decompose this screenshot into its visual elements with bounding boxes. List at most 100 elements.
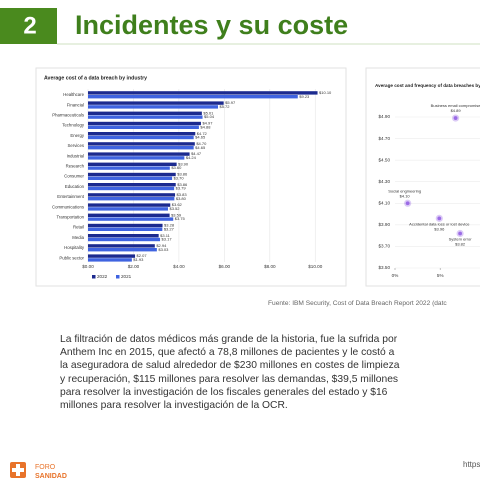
y-tick-label: $4.30 — [379, 179, 391, 184]
point — [453, 116, 458, 120]
value-label: $5.97 — [225, 100, 236, 105]
point-label: Social engineering — [388, 188, 421, 193]
point-label: Business email compromise — [431, 103, 480, 108]
value-label: $3.11 — [160, 233, 170, 238]
bar — [88, 248, 157, 252]
value-label: $3.96 — [434, 226, 445, 231]
bar — [88, 152, 190, 156]
value-label: $3.83 — [177, 192, 188, 197]
bar — [88, 197, 175, 201]
category-label: Public sector — [59, 255, 84, 260]
value-label: $3.79 — [176, 186, 187, 191]
bar — [88, 101, 224, 105]
x-tick-label: $2.00 — [128, 264, 140, 269]
value-label: $2.07 — [137, 253, 148, 258]
bar — [88, 135, 194, 140]
bar — [88, 105, 218, 109]
category-label: Energy — [70, 133, 84, 138]
x-tick-label: $10.00 — [308, 264, 322, 269]
value-label: $3.62 — [172, 202, 183, 207]
bar — [88, 172, 176, 177]
category-label: Services — [68, 143, 84, 148]
value-label: $9.23 — [299, 94, 310, 99]
value-label: $1.93 — [133, 257, 144, 262]
y-tick-label: $3.50 — [379, 265, 391, 270]
legend-swatch — [92, 275, 96, 279]
value-label: $3.28 — [164, 223, 175, 228]
category-label: Pharmaceuticals — [52, 113, 84, 118]
logo-text: SANIDAD — [35, 473, 67, 480]
value-label: $4.47 — [191, 151, 202, 156]
bar — [88, 186, 175, 191]
value-label: $4.88 — [200, 124, 211, 129]
point-label: System error — [449, 237, 473, 242]
bar — [88, 207, 168, 211]
bar — [88, 193, 176, 197]
bar — [88, 146, 194, 150]
link: https — [463, 460, 480, 469]
slide-title: Incidentes y su coste — [75, 10, 348, 40]
value-label: $3.82 — [455, 242, 466, 247]
logo-cross — [12, 468, 24, 472]
number-box — [0, 8, 57, 44]
logo — [10, 462, 26, 478]
bar — [88, 258, 132, 262]
y-tick-label: $4.10 — [379, 201, 391, 206]
category-label: Healthcare — [63, 92, 84, 97]
bar — [88, 183, 176, 187]
bar — [88, 237, 161, 242]
category-label: Research — [66, 164, 85, 169]
value-label: $3.60 — [171, 165, 182, 170]
bar — [88, 234, 159, 238]
chart-panel — [365, 67, 480, 287]
value-label: $3.70 — [174, 175, 185, 180]
value-label: $3.27 — [164, 226, 175, 231]
point-label: Accidental data loss or lost device — [409, 221, 470, 226]
x-tick-label: $6.00 — [219, 264, 231, 269]
chart-title: Average cost of a data breach by industr… — [44, 75, 147, 81]
value-label: $3.17 — [162, 237, 173, 242]
value-label: $3.03 — [158, 247, 169, 252]
category-label: Education — [65, 184, 85, 189]
category-label: Hospitality — [64, 245, 85, 250]
value-label: $5.04 — [204, 114, 215, 119]
x-tick-label: $8.00 — [264, 264, 276, 269]
value-label: $4.89 — [451, 108, 462, 113]
bar — [88, 91, 318, 95]
source-note: Fuente: IBM Security, Cost of Data Breac… — [268, 300, 447, 307]
x-tick-label: 5% — [437, 273, 444, 278]
value-label: $3.59 — [171, 212, 182, 217]
value-label: $3.86 — [177, 172, 188, 177]
y-tick-label: $3.70 — [379, 244, 391, 249]
x-tick-label: 0% — [392, 273, 399, 278]
bar — [88, 176, 173, 180]
bar — [88, 156, 185, 160]
bar — [88, 203, 171, 207]
bar — [88, 213, 170, 217]
category-label: Financial — [67, 102, 84, 107]
point — [458, 231, 463, 236]
point — [437, 216, 442, 221]
bar — [88, 132, 196, 136]
value-label: $4.97 — [202, 121, 213, 126]
value-label: $3.52 — [170, 206, 181, 211]
bar — [88, 217, 174, 221]
bar — [88, 244, 155, 248]
value-label: $4.24 — [186, 155, 197, 160]
legend-label: 2021 — [121, 274, 132, 279]
category-label: Entertainment — [57, 194, 85, 199]
bar — [88, 121, 201, 126]
bar — [88, 223, 163, 228]
bar — [88, 95, 298, 99]
category-label: Transportation — [56, 215, 84, 220]
value-label: $10.10 — [319, 90, 332, 95]
chart-title: Average cost and frequency of data breac… — [375, 83, 480, 88]
value-label: $2.94 — [156, 243, 167, 248]
bar — [88, 166, 170, 170]
bar — [88, 254, 136, 258]
category-label: Retail — [73, 225, 84, 230]
slide-number: 2 — [23, 12, 36, 39]
x-tick-label: $4.00 — [173, 264, 185, 269]
point — [405, 201, 410, 206]
